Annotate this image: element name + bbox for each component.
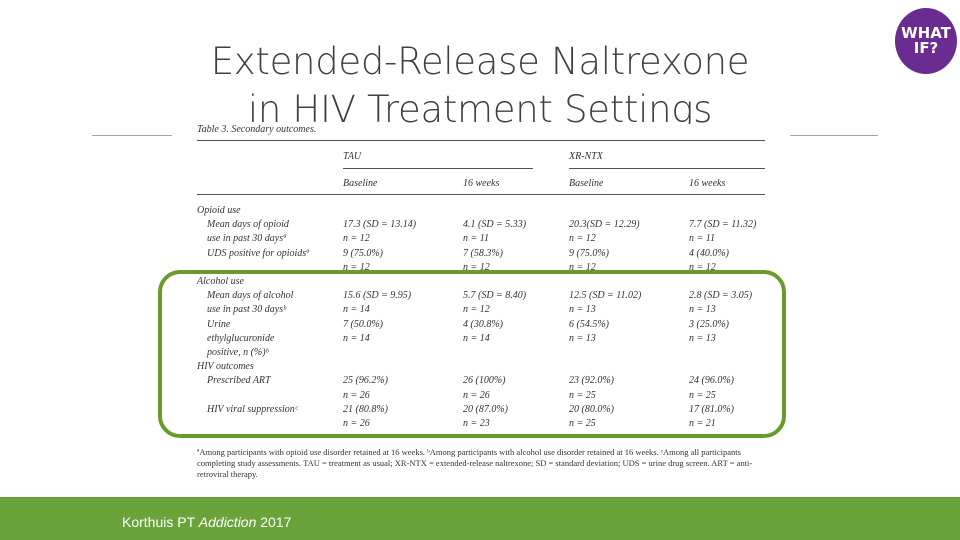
subheader-tau-16wk: 16 weeks: [463, 178, 500, 189]
title-divider-left: [92, 135, 172, 136]
logo-text-line2: IF?: [913, 39, 939, 57]
row-label: HIV outcomes: [197, 361, 254, 373]
table-cell: 7 (58.3%): [463, 247, 503, 259]
table-cell: n = 13: [569, 332, 596, 344]
citation-year: 2017: [260, 514, 292, 530]
table-cell: n = 14: [343, 332, 370, 344]
row-label: ethylglucuronide: [207, 332, 275, 344]
row-label: Prescribed ART: [207, 375, 271, 387]
table-header-rule: [197, 194, 765, 195]
row-label: Mean days of opioid: [207, 219, 289, 231]
row-label: use in past 30 daysª: [207, 233, 286, 245]
table-cell: 26 (100%): [463, 375, 506, 387]
table-cell: n = 23: [463, 418, 490, 429]
table-cell: 7.7 (SD = 11.32): [689, 219, 757, 231]
what-if-logo: WHAT IF?: [895, 8, 957, 74]
table-cell: n = 25: [569, 389, 596, 401]
slide-title-line1: Extended-Release Naltrexone: [210, 40, 750, 83]
table-cell: 25 (96.2%): [343, 375, 388, 387]
table-footnote: ªAmong participants with opioid use diso…: [197, 447, 753, 479]
highlight-box: [158, 270, 786, 438]
subheader-tau-baseline: Baseline: [343, 178, 378, 189]
table-cell: n = 26: [343, 389, 370, 401]
table-cell: n = 12: [463, 261, 490, 273]
table-cell: n = 21: [689, 418, 716, 429]
table-cell: 20.3(SD = 12.29): [569, 219, 640, 231]
footer-bar: [0, 497, 960, 540]
table-top-rule: [197, 140, 765, 141]
table-cell: 4 (30.8%): [463, 318, 503, 330]
table-cell: n = 14: [463, 332, 490, 344]
table-cell: n = 11: [463, 233, 490, 245]
row-label: UDS positive for opioidsª: [207, 247, 309, 259]
row-label: Opioid use: [197, 205, 241, 216]
table-cell: 15.6 (SD = 9.95): [343, 290, 412, 302]
table-cell: 4 (40.0%): [689, 247, 729, 259]
group-header-tau: TAU: [343, 151, 362, 162]
table-cell: 12.5 (SD = 11.02): [569, 290, 642, 302]
table-cell: 3 (25.0%): [689, 318, 729, 330]
title-divider-right: [790, 135, 878, 136]
table-cell: 24 (96.0%): [689, 375, 734, 387]
table-cell: 5.7 (SD = 8.40): [463, 290, 527, 302]
table-cell: 17.3 (SD = 13.14): [343, 219, 417, 231]
xrntx-group-rule: [569, 168, 765, 169]
table-cell: 4.1 (SD = 5.33): [463, 219, 527, 231]
citation-journal: Addiction: [198, 514, 257, 530]
table-caption: Table 3. Secondary outcomes.: [197, 124, 317, 135]
table-cell: n = 13: [569, 304, 596, 316]
table-cell: n = 12: [689, 261, 716, 273]
subheader-xrntx-16wk: 16 weeks: [689, 178, 726, 189]
row-label: Alcohol use: [197, 276, 244, 287]
table-cell: n = 14: [343, 304, 370, 316]
table-cell: n = 13: [689, 332, 716, 344]
table-cell: 23 (92.0%): [569, 375, 614, 387]
subheader-xrntx-baseline: Baseline: [569, 178, 604, 189]
row-label: Mean days of alcohol: [207, 290, 294, 302]
table-cell: n = 26: [343, 418, 370, 429]
table-cell: n = 12: [343, 233, 370, 245]
logo-text-line1: WHAT: [901, 24, 951, 42]
citation-author: Korthuis PT: [122, 514, 195, 530]
row-label: use in past 30 daysᵇ: [207, 304, 286, 316]
table-cell: 20 (80.0%): [569, 403, 614, 415]
table-cell: n = 12: [569, 233, 596, 245]
table-cell: 2.8 (SD = 3.05): [689, 290, 753, 302]
table-cell: n = 12: [343, 261, 370, 273]
slide-title: Extended-Release Naltrexone in HIV Treat…: [0, 38, 960, 124]
table-cell: 9 (75.0%): [569, 247, 609, 259]
table-cell: 21 (80.8%): [343, 403, 388, 415]
table-cell: n = 25: [689, 389, 716, 401]
table-cell: n = 13: [689, 304, 716, 316]
table-cell: n = 25: [569, 418, 596, 429]
table-cell: 20 (87.0%): [463, 403, 508, 415]
table-cell: n = 12: [569, 261, 596, 273]
row-label: positive, n (%)ᵇ: [207, 347, 269, 358]
table-cell: 9 (75.0%): [343, 247, 383, 259]
slide-title-line2: in HIV Treatment Settings: [247, 88, 713, 124]
table-cell: 6 (54.5%): [569, 318, 609, 330]
table-cell: 17 (81.0%): [689, 403, 734, 415]
table-cell: n = 26: [463, 389, 490, 401]
table-cell: 7 (50.0%): [343, 318, 383, 330]
citation: Korthuis PT Addiction 2017: [122, 514, 291, 530]
table-cell: n = 11: [689, 233, 716, 245]
table-cell: n = 12: [463, 304, 490, 316]
tau-group-rule: [343, 168, 533, 169]
row-label: Urine: [207, 318, 231, 330]
group-header-xrntx: XR-NTX: [569, 151, 603, 162]
row-label: HIV viral suppressionᶜ: [207, 403, 298, 415]
